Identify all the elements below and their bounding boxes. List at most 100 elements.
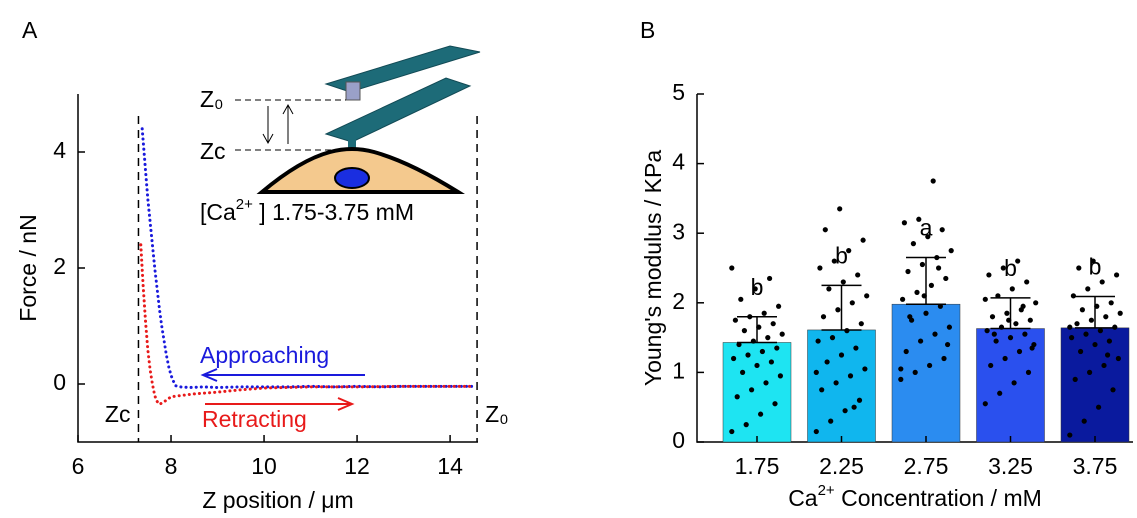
data-point xyxy=(862,366,867,371)
data-point xyxy=(749,387,754,392)
data-point xyxy=(817,265,822,270)
y-axis-label: Force / nN xyxy=(15,214,41,321)
bar xyxy=(808,330,876,442)
data-point xyxy=(1110,387,1115,392)
data-point xyxy=(983,297,988,302)
y-tick-label: 4 xyxy=(53,137,66,163)
error-bar xyxy=(906,258,946,305)
data-point xyxy=(1080,307,1085,312)
data-point xyxy=(1033,300,1038,305)
data-point xyxy=(776,304,781,309)
y-tick-label: 2 xyxy=(672,288,685,314)
data-point xyxy=(1116,356,1121,361)
reference-label: Z₀ xyxy=(485,401,509,427)
data-point xyxy=(821,314,826,319)
data-point xyxy=(758,412,763,417)
data-point xyxy=(735,394,740,399)
data-point xyxy=(729,265,734,270)
data-point xyxy=(1076,265,1081,270)
data-point xyxy=(1118,311,1123,316)
data-point xyxy=(1067,432,1072,437)
data-point xyxy=(914,290,919,295)
data-point xyxy=(1098,328,1103,333)
data-point xyxy=(819,387,824,392)
data-point xyxy=(837,206,842,211)
data-point xyxy=(742,328,747,333)
x-tick-label: 1.75 xyxy=(735,453,780,479)
data-point xyxy=(1089,318,1094,323)
data-point xyxy=(825,359,830,364)
data-point xyxy=(1083,332,1088,337)
x-tick-label: 2.25 xyxy=(819,453,864,479)
x-tick-label: 6 xyxy=(72,453,85,479)
data-point xyxy=(1030,345,1035,350)
data-point xyxy=(745,352,750,357)
data-point xyxy=(1107,338,1112,343)
x-tick-label: 8 xyxy=(165,453,178,479)
data-point xyxy=(902,220,907,225)
data-point xyxy=(1012,380,1017,385)
data-point xyxy=(898,377,903,382)
data-point xyxy=(1024,279,1029,284)
inset-z0: Z₀ xyxy=(200,86,224,112)
x-tick-label: 10 xyxy=(251,453,277,479)
data-point xyxy=(1017,349,1022,354)
data-point xyxy=(918,338,923,343)
y-axis-label: Young's modulus / KPa xyxy=(640,150,666,386)
data-point xyxy=(1008,335,1013,340)
data-point xyxy=(1022,332,1027,337)
data-point xyxy=(905,269,910,274)
x-tick-label: 3.25 xyxy=(988,453,1033,479)
data-point xyxy=(729,429,734,434)
data-point xyxy=(1085,286,1090,291)
x-tick-label: 3.75 xyxy=(1073,453,1118,479)
error-bar xyxy=(1075,297,1115,328)
data-point xyxy=(1010,286,1015,291)
x-tick-label: 14 xyxy=(437,453,463,479)
data-point xyxy=(986,272,991,277)
data-point xyxy=(911,241,916,246)
data-point xyxy=(843,408,848,413)
data-point xyxy=(898,366,903,371)
data-point xyxy=(816,338,821,343)
data-point xyxy=(828,419,833,424)
data-point xyxy=(923,311,928,316)
data-point xyxy=(835,307,840,312)
y-tick-label: 3 xyxy=(672,218,685,244)
data-point xyxy=(864,293,869,298)
data-point xyxy=(733,318,738,323)
data-point xyxy=(949,248,954,253)
data-point xyxy=(1067,325,1072,330)
data-point xyxy=(772,401,777,406)
data-point xyxy=(853,345,858,350)
x-axis-label-part: Ca xyxy=(788,485,818,511)
data-point xyxy=(1074,321,1079,326)
data-point xyxy=(1004,311,1009,316)
x-tick-label: 12 xyxy=(344,453,370,479)
inset-condition-part: 2+ xyxy=(236,196,253,213)
data-point xyxy=(941,356,946,361)
data-point xyxy=(932,332,937,337)
data-point xyxy=(988,363,993,368)
data-point xyxy=(852,405,857,410)
data-point xyxy=(767,276,772,281)
data-line xyxy=(141,245,474,404)
data-point xyxy=(814,429,819,434)
data-point xyxy=(1073,377,1078,382)
data-point xyxy=(1069,335,1074,340)
data-point xyxy=(907,314,912,319)
data-point xyxy=(839,352,844,357)
data-point xyxy=(778,373,783,378)
data-point xyxy=(814,370,819,375)
data-point xyxy=(769,359,774,364)
data-point xyxy=(731,356,736,361)
data-point xyxy=(1082,419,1087,424)
data-point xyxy=(992,332,997,337)
data-point xyxy=(1013,321,1018,326)
data-point xyxy=(931,178,936,183)
data-point xyxy=(780,332,785,337)
data-point xyxy=(1003,356,1008,361)
y-tick-label: 5 xyxy=(672,79,685,105)
data-point xyxy=(1101,363,1106,368)
data-point xyxy=(823,227,828,232)
